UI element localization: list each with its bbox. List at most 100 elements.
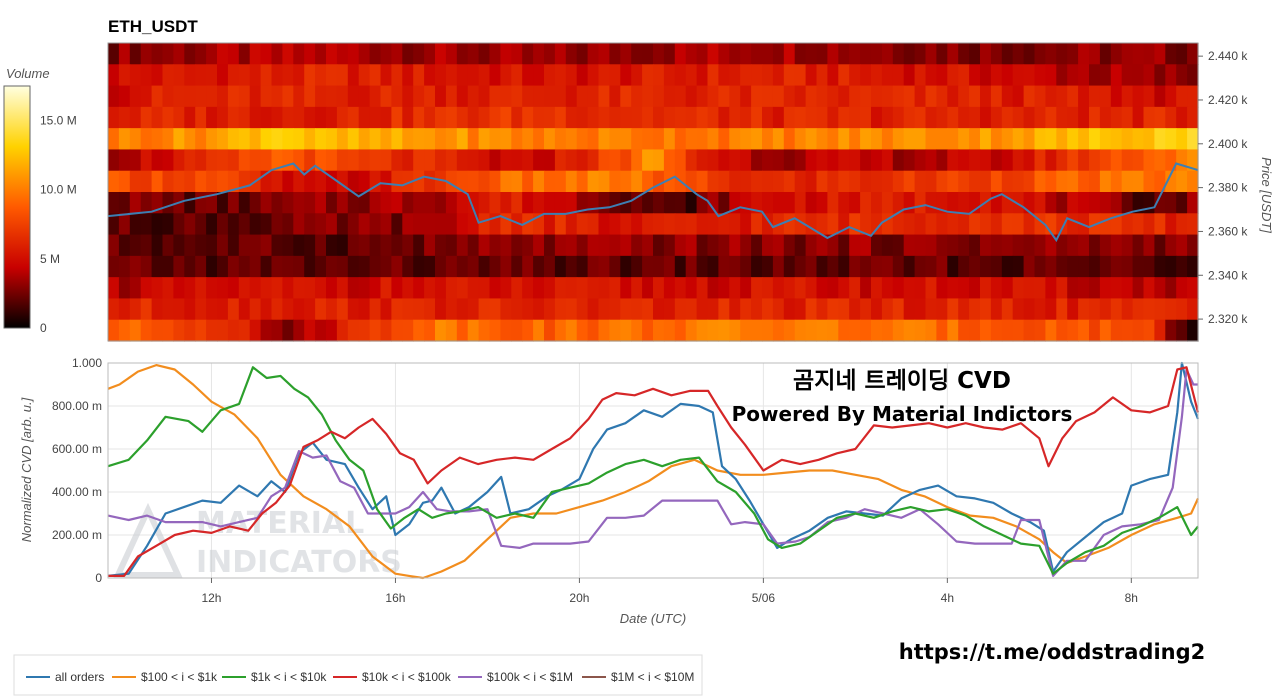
heatmap-cell — [707, 298, 719, 321]
heatmap-cell — [489, 319, 501, 342]
heatmap-cell — [565, 255, 578, 278]
heatmap-cell — [838, 170, 850, 193]
heatmap-cell — [554, 192, 567, 214]
heatmap-cell — [718, 298, 730, 321]
heatmap-cell — [118, 170, 131, 193]
heatmap-cell — [751, 43, 763, 65]
heatmap-cell — [1067, 64, 1079, 87]
heatmap-cell — [1176, 213, 1188, 236]
legend-item-label[interactable]: $100 < i < $1k — [141, 670, 218, 684]
heatmap-cell — [653, 319, 665, 342]
heatmap-cell — [108, 170, 120, 193]
heatmap-cell — [914, 255, 927, 278]
heatmap-cell — [511, 170, 523, 193]
heatmap-cell — [282, 298, 294, 321]
heatmap-cell — [674, 85, 687, 108]
heatmap-cell — [936, 319, 948, 342]
heatmap-cell — [729, 128, 741, 151]
heatmap-cell — [914, 85, 927, 108]
heatmap-cell — [260, 128, 273, 151]
heatmap-cell — [217, 149, 229, 172]
footer-url-link[interactable]: https://t.me/oddstrading2 — [899, 640, 1206, 664]
heatmap-cell — [118, 106, 131, 129]
heatmap-cell — [729, 213, 741, 236]
legend-item-label[interactable]: all orders — [55, 670, 104, 684]
heatmap-cell — [881, 43, 894, 65]
heatmap-cell — [456, 106, 469, 129]
heatmap-cell — [653, 192, 665, 214]
legend-item-label[interactable]: $10k < i < $100k — [362, 670, 452, 684]
heatmap-cell — [620, 128, 632, 151]
heatmap-cell — [1165, 298, 1177, 321]
heatmap-cell — [587, 106, 600, 129]
heatmap-cell — [1176, 106, 1188, 129]
heatmap-cell — [1154, 170, 1166, 193]
heatmap-cell — [129, 106, 142, 129]
heatmap-cell — [871, 192, 883, 214]
heatmap-cell — [892, 106, 905, 129]
heatmap-cell — [663, 234, 676, 257]
heatmap-cell — [140, 213, 153, 236]
heatmap-cell — [947, 255, 959, 278]
heatmap-cell — [707, 43, 719, 65]
heatmap-cell — [544, 213, 556, 236]
heatmap-cell — [1110, 106, 1123, 129]
heatmap-cell — [729, 85, 741, 108]
legend-item-label[interactable]: $1k < i < $10k — [251, 670, 327, 684]
heatmap-cell — [653, 149, 665, 172]
heatmap-cell — [445, 192, 458, 214]
legend-item-label[interactable]: $1M < i < $10M — [611, 670, 694, 684]
heatmap-cell — [805, 192, 818, 214]
heatmap-cell — [391, 64, 403, 87]
heatmap-cell — [413, 85, 425, 108]
heatmap-cell — [871, 298, 883, 321]
heatmap-cell — [249, 128, 262, 151]
heatmap-cell — [718, 149, 730, 172]
heatmap-cell — [762, 170, 774, 193]
heatmap-cell — [118, 213, 131, 236]
heatmap-cell — [140, 128, 153, 151]
heatmap-cell — [1176, 43, 1188, 65]
heatmap-cell — [129, 234, 142, 257]
heatmap-cell — [631, 255, 643, 278]
heatmap-cell — [1045, 277, 1057, 300]
heatmap-cell — [740, 298, 752, 321]
heatmap-cell — [565, 85, 578, 108]
heatmap-cell — [740, 106, 752, 129]
heatmap-cell — [315, 43, 327, 65]
heatmap-cell — [663, 213, 676, 236]
heatmap-cell — [511, 43, 523, 65]
heatmap-cell — [729, 298, 741, 321]
heatmap-cell — [195, 213, 207, 236]
heatmap-cell — [1154, 128, 1166, 151]
heatmap-cell — [315, 64, 327, 87]
heatmap-cell — [1001, 298, 1014, 321]
legend-item-label[interactable]: $100k < i < $1M — [487, 670, 573, 684]
heatmap-cell — [249, 298, 262, 321]
heatmap-cell — [467, 192, 480, 214]
heatmap-cell — [304, 106, 316, 129]
heatmap-cell — [936, 192, 948, 214]
heatmap-cell — [489, 234, 501, 257]
heatmap-cell — [881, 192, 894, 214]
price-tick-label: 2.360 k — [1208, 224, 1248, 238]
heatmap-cell — [445, 106, 458, 129]
heatmap-cell — [1056, 234, 1068, 257]
heatmap-cell — [685, 255, 698, 278]
heatmap-cell — [260, 213, 273, 236]
heatmap-cell — [838, 277, 850, 300]
heatmap-cell — [838, 43, 850, 65]
heatmap-cell — [642, 64, 654, 87]
heatmap-cell — [990, 170, 1003, 193]
heatmap-cell — [445, 319, 458, 342]
heatmap-cell — [1045, 319, 1057, 342]
heatmap-cell — [424, 277, 436, 300]
heatmap-cell — [500, 85, 512, 108]
heatmap-cell — [1110, 64, 1123, 87]
heatmap-cell — [1012, 192, 1025, 214]
heatmap-cell — [467, 43, 480, 65]
heatmap-cell — [947, 277, 959, 300]
heatmap-cell — [206, 298, 218, 321]
heatmap-cell — [794, 85, 807, 108]
